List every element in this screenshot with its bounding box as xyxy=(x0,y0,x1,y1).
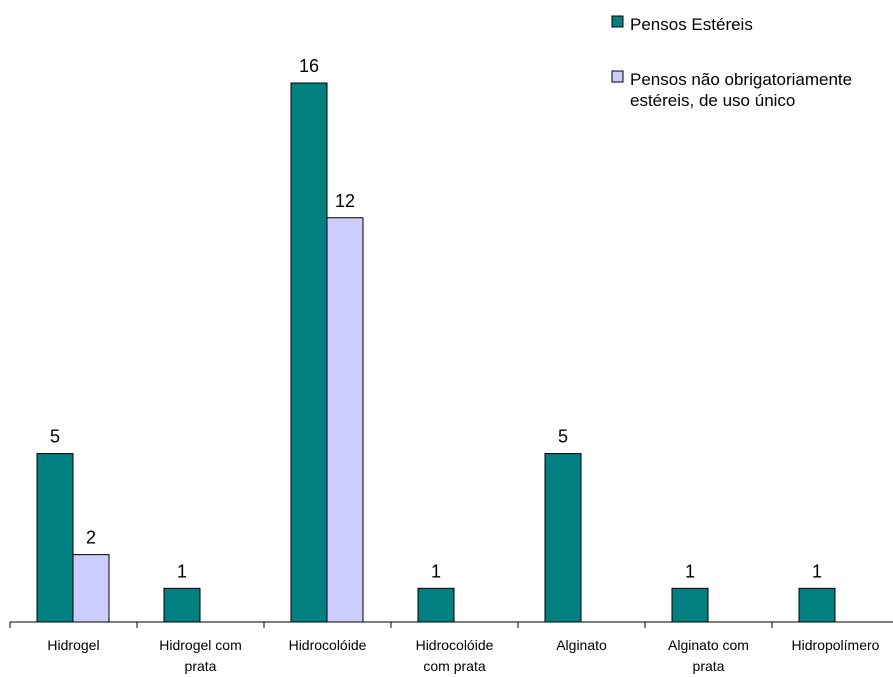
legend-label-series-1: Pensos Estéreis xyxy=(630,15,753,34)
category-label: Hidrocolóide xyxy=(289,637,367,653)
legend: Pensos Estéreis Pensos não obrigatoriamen… xyxy=(611,15,852,110)
category-label: Hidrogel xyxy=(47,637,99,653)
data-label-series-1-category-5: 5 xyxy=(558,427,568,447)
data-label-series-1-category-3: 16 xyxy=(299,56,319,76)
category-label: Hidropolímero xyxy=(792,637,880,653)
data-label-series-1-category-4: 1 xyxy=(431,561,441,581)
category-labels-group: Hidrogel Hidrogel com prata Hidrocolóide Hid… xyxy=(47,637,879,674)
bar-series-2-category-3 xyxy=(326,217,364,623)
data-label-series-1-category-7: 1 xyxy=(812,561,822,581)
bar-series-1-category-5 xyxy=(544,453,582,623)
bar-series-1-category-3 xyxy=(290,82,328,623)
data-label-series-1-category-6: 1 xyxy=(685,561,695,581)
data-label-series-2-category-3: 12 xyxy=(335,191,355,211)
legend-swatch-series-2 xyxy=(611,70,624,83)
legend-swatch-series-1 xyxy=(611,15,624,28)
category-label: Alginato com prata xyxy=(668,637,749,674)
bars-group xyxy=(36,82,836,623)
category-label: Hidrocolóide com prata xyxy=(416,637,494,674)
data-label-series-1-category-2: 1 xyxy=(177,561,187,581)
bar-series-2-category-1 xyxy=(72,554,110,623)
data-label-series-1-category-1: 5 xyxy=(50,427,60,447)
data-label-series-2-category-1: 2 xyxy=(86,528,96,548)
bar-series-1-category-6 xyxy=(671,587,709,623)
bar-series-1-category-4 xyxy=(417,587,455,623)
x-axis-ticks xyxy=(9,622,773,628)
category-label: Hidrogel com prata xyxy=(159,637,241,674)
bar-series-1-category-1 xyxy=(36,453,74,623)
bar-series-1-category-7 xyxy=(798,587,836,623)
category-label: Alginato xyxy=(556,637,607,653)
bar-series-1-category-2 xyxy=(163,587,201,623)
legend-label-series-2: Pensos não obrigatoriamente estéreis, de … xyxy=(630,70,852,110)
